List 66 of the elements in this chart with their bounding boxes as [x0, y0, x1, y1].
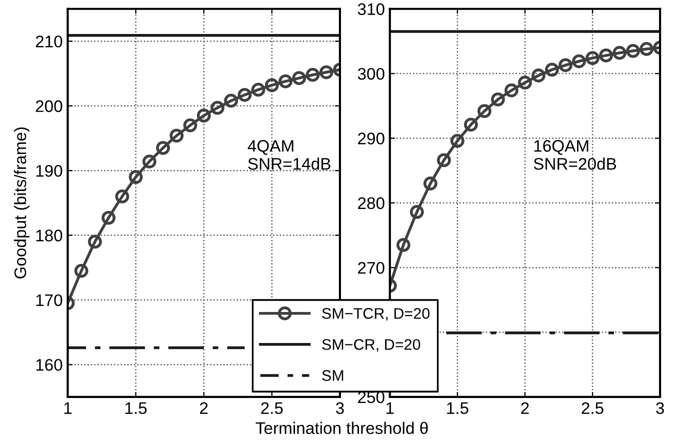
point [478, 104, 492, 118]
point [264, 78, 279, 92]
point [396, 238, 410, 252]
point [319, 65, 334, 80]
x-tick-label: 2.5 [261, 402, 283, 414]
annotation: 16QAM SNR=20dB [534, 140, 616, 170]
x-tick-label: 1.5 [447, 402, 468, 414]
point [423, 176, 438, 190]
point [491, 92, 505, 106]
legend-label: SM [322, 370, 344, 381]
point [196, 108, 211, 123]
x-tick-label: 2 [200, 402, 208, 414]
y-tick-label: 180 [36, 230, 62, 242]
point [183, 118, 198, 132]
point [251, 82, 266, 97]
point [464, 118, 478, 132]
x-tick-label: 1.5 [125, 402, 147, 414]
point [532, 68, 546, 82]
x-tick-label: 2.5 [582, 402, 604, 414]
point [545, 62, 559, 77]
legend-label: SM−TCR, D=20 [322, 308, 430, 321]
point [278, 74, 292, 88]
x-tick-label: 3 [336, 402, 344, 414]
point [238, 88, 252, 102]
point [436, 153, 451, 168]
point [170, 128, 184, 143]
point [306, 68, 320, 82]
point [586, 51, 600, 65]
y-tick-label: 310 [358, 3, 384, 16]
point [156, 140, 170, 155]
point [88, 234, 102, 249]
point [518, 76, 532, 90]
point [74, 264, 88, 278]
point [292, 71, 306, 86]
x-axis-title: Termination threshold θ [256, 422, 428, 434]
point [599, 48, 613, 62]
x-tick-label: 2 [521, 402, 529, 414]
point [128, 170, 143, 184]
y-tick-label: 270 [358, 262, 384, 274]
y-tick-label: 210 [36, 36, 62, 48]
y-tick-label: 280 [358, 197, 384, 210]
annotation: 4QAM SNR=14dB [248, 140, 330, 170]
point [504, 83, 518, 98]
x-tick-label: 1 [386, 402, 394, 414]
point [142, 154, 156, 168]
point [640, 42, 654, 56]
y-tick-label: 290 [358, 132, 384, 144]
x-tick-label: 1 [64, 402, 72, 414]
point [450, 134, 464, 148]
point [210, 100, 224, 115]
point [115, 189, 130, 204]
legend-label: SM−CR, D=20 [322, 339, 420, 352]
point [410, 205, 424, 219]
point [612, 46, 626, 60]
y-tick-label: 190 [36, 164, 62, 177]
x-tick-label: 3 [656, 402, 664, 414]
point [224, 94, 238, 108]
y-tick-label: 170 [36, 294, 62, 306]
point [558, 58, 572, 72]
point [102, 210, 116, 225]
y-tick-label: 300 [358, 68, 384, 80]
y-tick-label: 200 [36, 100, 62, 112]
point [626, 44, 640, 58]
y-tick-label: 160 [36, 359, 62, 371]
y-axis-title: Goodput (bits/frame) [14, 128, 30, 278]
point [572, 54, 586, 68]
